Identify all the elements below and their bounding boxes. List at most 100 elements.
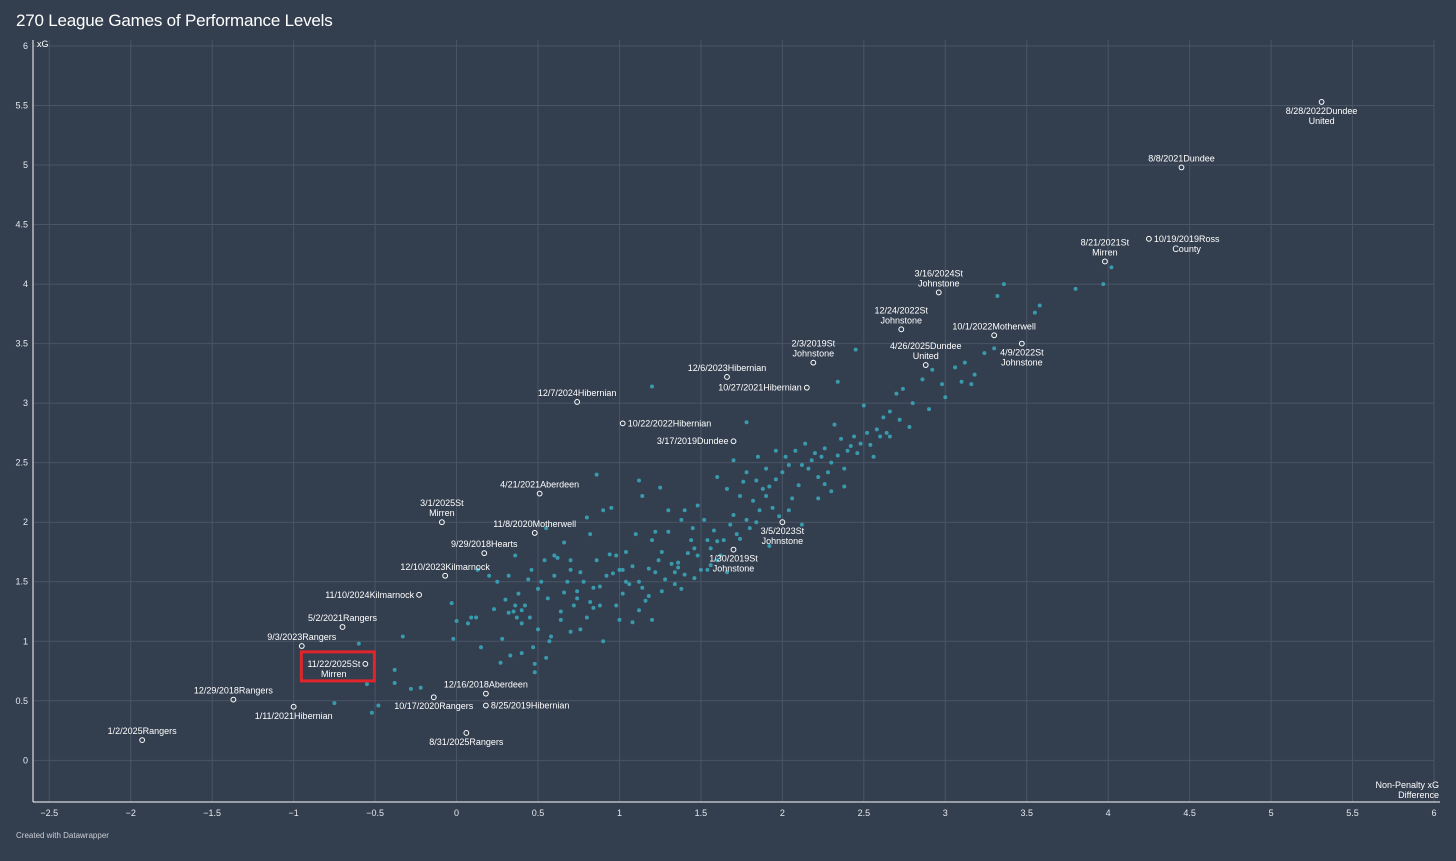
data-point [658, 485, 663, 490]
data-point [822, 446, 827, 451]
data-point [506, 610, 511, 615]
data-point [721, 538, 726, 543]
x-tick-label: 1 [617, 808, 622, 818]
data-point [751, 498, 756, 503]
data-point [588, 532, 593, 537]
data-point [637, 608, 642, 613]
point-label: 8/21/2021St [1081, 237, 1130, 247]
data-point [764, 494, 769, 499]
x-tick-label: 0 [454, 808, 459, 818]
data-point [755, 454, 760, 459]
data-point [803, 441, 808, 446]
labeled-point [935, 289, 942, 296]
data-point [633, 532, 638, 537]
x-tick-label: 5 [1269, 808, 1274, 818]
point-label: 12/7/2024Hibernian [538, 388, 617, 398]
data-point [806, 466, 811, 471]
data-point [773, 448, 778, 453]
data-point [609, 505, 614, 510]
point-label: 11/10/2024Kilmarnock [325, 590, 414, 600]
x-tick-label: −0.5 [366, 808, 384, 818]
data-point [549, 634, 554, 639]
data-point [672, 570, 677, 575]
data-point [400, 634, 405, 639]
data-point [816, 474, 821, 479]
data-point [698, 567, 703, 572]
y-tick-label: 1 [23, 636, 28, 646]
data-point [884, 430, 889, 435]
x-tick-label: 5.5 [1346, 808, 1359, 818]
data-point [702, 517, 707, 522]
data-point [623, 579, 628, 584]
data-point [532, 661, 537, 666]
point-label: Johnstone [793, 349, 835, 359]
data-point [780, 470, 785, 475]
point-label: Mirren [1092, 247, 1118, 257]
data-point [610, 571, 615, 576]
data-point [578, 570, 583, 575]
data-point [568, 558, 573, 563]
data-point [620, 567, 625, 572]
data-point [786, 508, 791, 513]
data-point [839, 436, 844, 441]
point-label: 8/25/2019Hibernian [491, 701, 570, 711]
point-label: 2/3/2019St [792, 339, 836, 349]
data-point [690, 526, 695, 531]
data-point [786, 463, 791, 468]
point-label: 12/24/2022St [875, 305, 929, 315]
data-point [943, 395, 948, 400]
data-point [552, 553, 557, 558]
data-point [542, 558, 547, 563]
data-point [894, 391, 899, 396]
point-label: Johnstone [762, 536, 804, 546]
point-label: 12/6/2023Hibernian [688, 363, 767, 373]
data-point [584, 615, 589, 620]
data-point [594, 472, 599, 477]
data-point [832, 422, 837, 427]
labeled-point [1318, 99, 1325, 105]
x-tick-label: −2.5 [40, 808, 58, 818]
data-point [767, 484, 772, 489]
data-point [519, 651, 524, 656]
data-point [708, 563, 713, 568]
data-point [454, 619, 459, 624]
point-label: 1/2/2025Rangers [108, 726, 178, 736]
x-tick-label: 2 [780, 808, 785, 818]
data-point [449, 601, 454, 606]
data-point [868, 442, 873, 447]
labeled-point [898, 326, 905, 333]
data-point [519, 608, 524, 613]
data-point [332, 701, 337, 706]
data-point [744, 420, 749, 425]
labeled-point [1018, 340, 1025, 347]
data-point [558, 617, 563, 622]
data-point [601, 508, 606, 513]
y-tick-label: 3 [23, 398, 28, 408]
labeled-point [339, 624, 346, 630]
point-label: Johnstone [918, 278, 960, 288]
data-point [711, 528, 716, 533]
data-point [695, 503, 700, 508]
data-point [679, 517, 684, 522]
data-point [532, 670, 537, 675]
data-point [790, 496, 795, 501]
data-point [475, 567, 480, 572]
data-point [940, 382, 945, 387]
data-point [503, 597, 508, 602]
data-point [547, 639, 552, 644]
data-point [492, 607, 497, 612]
labeled-point [803, 384, 810, 391]
point-label: 10/19/2019Ross [1154, 234, 1220, 244]
point-label: 10/1/2022Motherwell [952, 321, 1036, 331]
data-point [682, 572, 687, 577]
labeled-point [482, 702, 489, 709]
data-point [568, 567, 573, 572]
data-point [718, 553, 723, 558]
data-point [842, 466, 847, 471]
data-point [369, 710, 374, 715]
y-tick-label: 5 [23, 160, 28, 170]
data-point [666, 508, 671, 513]
data-point [513, 603, 518, 608]
data-point [584, 515, 589, 520]
data-point [835, 453, 840, 458]
